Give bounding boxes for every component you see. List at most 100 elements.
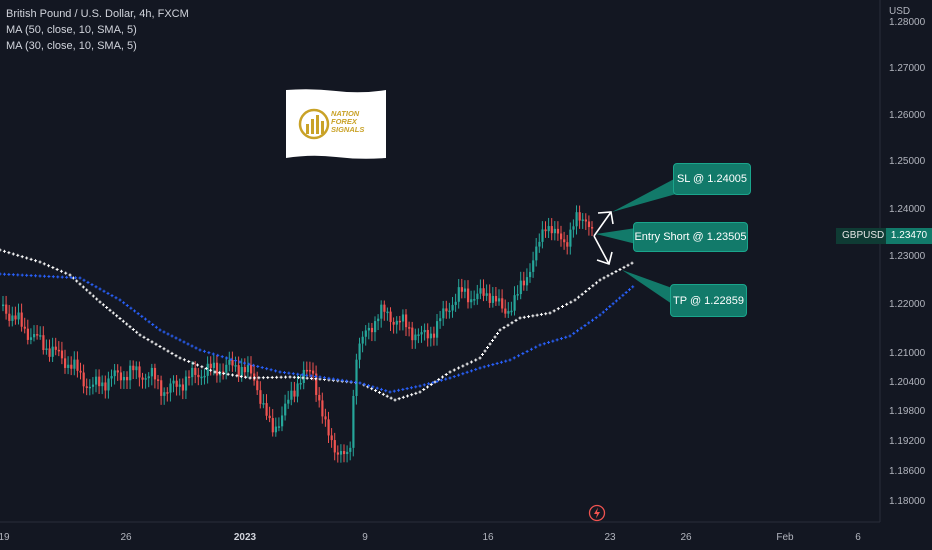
candle-body bbox=[408, 327, 411, 329]
price-axis-label: 1.28000 bbox=[889, 17, 926, 28]
candle-body bbox=[274, 426, 277, 433]
candle-body bbox=[172, 380, 175, 384]
candle-body bbox=[581, 219, 584, 221]
price-axis-label: 1.26000 bbox=[889, 110, 926, 121]
candle-body bbox=[293, 390, 296, 397]
candle-body bbox=[126, 376, 129, 381]
candle-body bbox=[507, 311, 510, 314]
candle-body bbox=[563, 239, 566, 243]
price-axis-label: 1.24000 bbox=[889, 204, 926, 215]
candle-body bbox=[240, 367, 243, 376]
candle-body bbox=[243, 367, 246, 373]
sl-callout[interactable]: SL @ 1.24005 bbox=[673, 163, 751, 195]
arrow-up-head bbox=[597, 211, 614, 225]
candle-body bbox=[42, 335, 45, 350]
candle-body bbox=[26, 328, 29, 340]
arrow-down-head bbox=[596, 251, 613, 266]
candle-body bbox=[234, 365, 237, 367]
currency-label: USD bbox=[889, 6, 911, 17]
current-price-tag: 1.23470 bbox=[886, 228, 932, 244]
time-axis-label: 26 bbox=[120, 532, 132, 543]
candle-body bbox=[262, 403, 265, 405]
candle-body bbox=[271, 418, 274, 433]
candle-body bbox=[48, 348, 51, 357]
legend-title: British Pound / U.S. Dollar, 4h, FXCM bbox=[6, 8, 189, 20]
candle-body bbox=[470, 299, 473, 303]
candle-body bbox=[225, 364, 228, 373]
candle-body bbox=[60, 350, 64, 359]
candle-body bbox=[538, 241, 541, 247]
candle-body bbox=[429, 333, 432, 339]
candle-body bbox=[560, 233, 563, 240]
candle-body bbox=[268, 415, 271, 419]
candle-body bbox=[88, 386, 91, 389]
candle-body bbox=[591, 227, 594, 229]
candle-body bbox=[578, 212, 581, 221]
candle-body bbox=[315, 373, 318, 395]
candle-body bbox=[370, 327, 374, 333]
candle-body bbox=[364, 330, 367, 337]
candle-body bbox=[498, 298, 501, 302]
candle-body bbox=[85, 386, 88, 388]
candle-body bbox=[33, 334, 36, 338]
candle-body bbox=[318, 394, 321, 401]
candle-body bbox=[231, 360, 234, 366]
candle-body bbox=[445, 308, 448, 312]
candle-body bbox=[119, 372, 122, 381]
candle-body bbox=[54, 346, 57, 350]
candle-body bbox=[442, 308, 445, 319]
candle-body bbox=[73, 359, 76, 369]
candle-body bbox=[423, 329, 426, 333]
ma50-dotted-line bbox=[0, 248, 634, 402]
candle-body bbox=[290, 390, 293, 400]
candle-body bbox=[541, 229, 544, 242]
candle-body bbox=[153, 367, 157, 380]
candle-body bbox=[454, 301, 457, 305]
entry-callout[interactable]: Entry Short @ 1.23505 bbox=[633, 222, 748, 252]
candle-body bbox=[57, 349, 60, 352]
candle-body bbox=[479, 288, 482, 294]
candle-body bbox=[575, 212, 578, 227]
candle-body bbox=[70, 364, 73, 369]
candle-body bbox=[417, 334, 420, 336]
candle-body bbox=[203, 375, 206, 378]
candle-body bbox=[383, 304, 386, 312]
candle-body bbox=[553, 228, 556, 234]
candle-body bbox=[569, 229, 572, 247]
candle-body bbox=[101, 382, 104, 387]
candle-body bbox=[219, 371, 222, 376]
candle-body bbox=[259, 390, 262, 404]
candle-body bbox=[20, 312, 23, 327]
candle-body bbox=[157, 379, 160, 381]
candle-body bbox=[175, 380, 178, 387]
candle-body bbox=[516, 294, 519, 296]
candle-body bbox=[222, 371, 225, 373]
candle-body bbox=[166, 392, 169, 394]
candle-body bbox=[181, 384, 184, 391]
candle-body bbox=[330, 435, 333, 441]
candle-body bbox=[14, 315, 17, 320]
legend-ma50: MA (50, close, 10, SMA, 5) bbox=[6, 24, 137, 36]
candle-body bbox=[432, 333, 436, 338]
candle-body bbox=[17, 312, 20, 320]
candle-body bbox=[302, 369, 305, 383]
tp-callout[interactable]: TP @ 1.22859 bbox=[670, 284, 747, 317]
candle-body bbox=[587, 221, 591, 228]
candle-body bbox=[457, 287, 460, 302]
candle-body bbox=[51, 346, 54, 357]
chart-legend: British Pound / U.S. Dollar, 4h, FXCM MA… bbox=[6, 6, 189, 54]
candle-body bbox=[519, 280, 522, 295]
candle-body bbox=[513, 295, 516, 311]
candle-body bbox=[215, 362, 219, 376]
price-axis-label: 1.18600 bbox=[889, 466, 926, 477]
price-axis-label: 1.23000 bbox=[889, 251, 926, 262]
candle-body bbox=[411, 327, 414, 341]
lightning-icon[interactable] bbox=[588, 504, 606, 522]
candle-body bbox=[398, 320, 401, 323]
candle-body bbox=[556, 228, 560, 234]
candle-body bbox=[8, 313, 11, 321]
candle-body bbox=[448, 310, 451, 313]
candle-body bbox=[361, 336, 364, 344]
candle-body bbox=[45, 348, 48, 350]
